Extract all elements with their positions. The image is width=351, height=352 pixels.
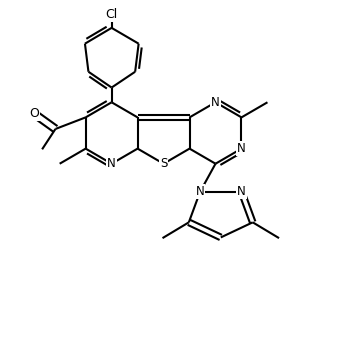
Text: N: N	[107, 157, 116, 170]
Text: S: S	[160, 157, 167, 170]
Text: Cl: Cl	[106, 8, 118, 21]
Text: N: N	[196, 185, 204, 198]
Text: N: N	[211, 96, 220, 109]
Text: O: O	[29, 107, 39, 120]
Text: N: N	[237, 142, 246, 155]
Text: N: N	[237, 185, 246, 198]
